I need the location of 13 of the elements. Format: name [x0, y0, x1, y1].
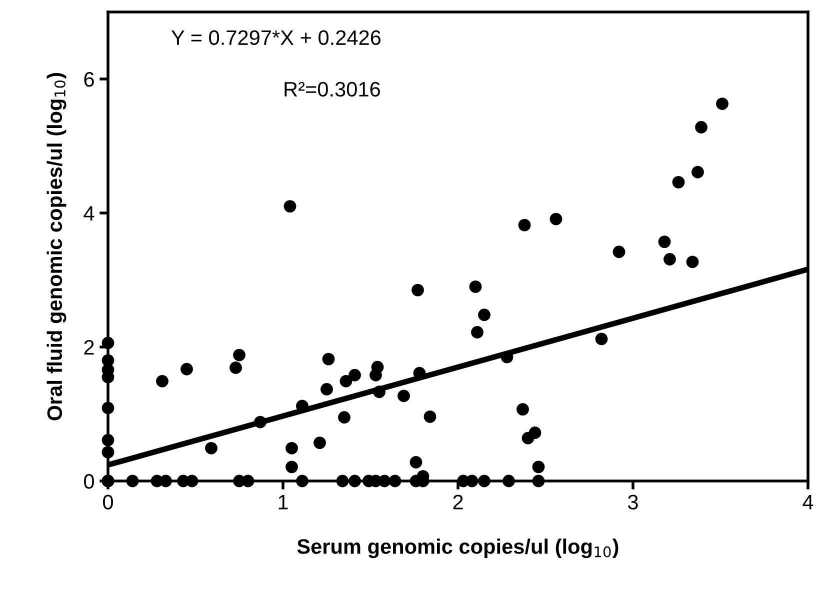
- y-tick-label: 0: [84, 474, 94, 489]
- annotation: Y = 0.7297*X + 0.2426: [171, 30, 381, 46]
- annotation: R²=0.3016: [284, 82, 380, 97]
- x-tick-label: 1: [278, 494, 288, 510]
- x-axis-title: Serum genomic copies/ul (log$_{10}$): [297, 538, 618, 558]
- y-tick-label: 4: [84, 206, 94, 221]
- x-tick-label: 4: [802, 494, 814, 510]
- x-tick-label: 0: [103, 494, 113, 510]
- y-tick-label: 6: [84, 72, 94, 87]
- y-tick-label: 2: [84, 340, 94, 355]
- y-axis-title: Oral fluid genomic copies/ul (log$_{10}$): [46, 73, 66, 420]
- x-tick-label: 3: [628, 494, 638, 510]
- x-tick-label: 2: [453, 494, 463, 510]
